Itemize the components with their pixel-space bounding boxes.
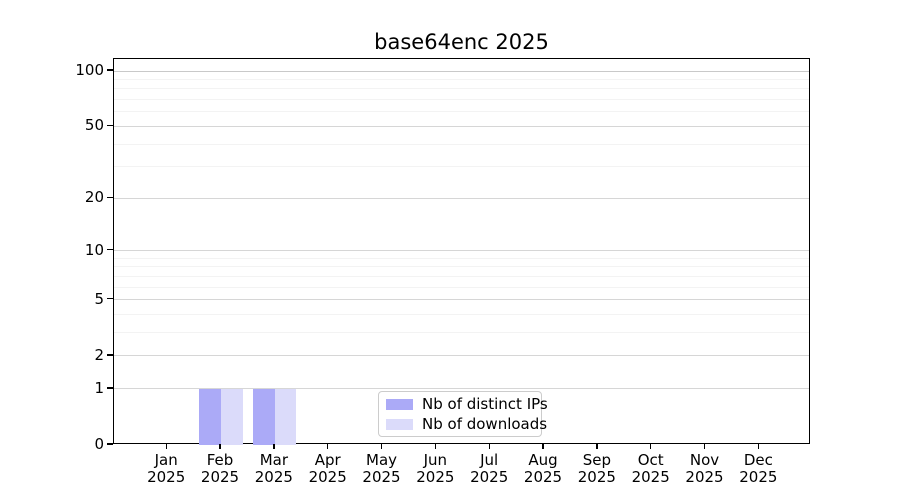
y-tick-label-2: 2: [94, 345, 104, 364]
gridline-y-7: [114, 275, 809, 277]
x-tick-mark: [542, 444, 544, 449]
gridline-y-80: [114, 88, 809, 90]
x-tick-label-jan: Jan 2025: [147, 451, 186, 486]
x-tick-label-jul: Jul 2025: [470, 451, 509, 486]
gridline-y-6: [114, 286, 809, 288]
y-tick-mark: [107, 387, 113, 389]
bar-mar-downloads: [274, 388, 297, 445]
legend-label-downloads: Nb of downloads: [422, 415, 548, 433]
x-tick-mark: [488, 444, 490, 449]
gridline-y-70: [114, 99, 809, 101]
bar-mar-distinct-ips: [253, 388, 275, 445]
legend-swatch-downloads-icon: [386, 418, 413, 430]
x-tick-label-may: May 2025: [362, 451, 401, 486]
gridline-y-9: [114, 257, 809, 259]
gridline-y-40: [114, 143, 809, 145]
y-tick-label-0: 0: [94, 435, 104, 453]
x-tick-mark: [273, 444, 275, 449]
bar-feb-distinct-ips: [199, 388, 222, 445]
y-tick-label-1: 1: [94, 378, 104, 397]
x-tick-label-apr: Apr 2025: [308, 451, 347, 486]
gridline-y-100: [114, 70, 809, 72]
legend-item-downloads: Nb of downloads: [386, 416, 547, 432]
y-tick-label-20: 20: [84, 188, 104, 207]
legend-label-distinct-ips: Nb of distinct IPs: [422, 395, 548, 413]
x-tick-label-aug: Aug 2025: [523, 451, 563, 486]
x-tick-mark: [596, 444, 598, 449]
y-tick-mark: [107, 69, 113, 71]
x-tick-mark: [327, 444, 329, 449]
gridline-y-1: [114, 388, 809, 390]
x-tick-label-nov: Nov 2025: [685, 451, 724, 486]
x-tick-mark: [219, 444, 221, 449]
legend-swatch-distinct-ips-icon: [386, 398, 413, 410]
gridline-y-20: [114, 197, 809, 199]
x-tick-label-jun: Jun 2025: [416, 451, 455, 486]
y-tick-label-50: 50: [84, 116, 104, 135]
x-tick-label-oct: Oct 2025: [631, 451, 670, 486]
x-tick-mark: [703, 444, 706, 449]
x-tick-label-feb: Feb 2025: [200, 451, 240, 486]
gridline-y-10: [114, 250, 809, 252]
chart-title: base64enc 2025: [374, 30, 549, 54]
plot-area: [113, 58, 810, 445]
gridline-y-5: [114, 299, 809, 301]
x-tick-mark: [165, 444, 167, 449]
x-tick-label-mar: Mar 2025: [254, 451, 293, 486]
gridline-y-8: [114, 266, 809, 268]
legend-item-distinct-ips: Nb of distinct IPs: [386, 396, 548, 412]
x-tick-mark: [650, 444, 652, 449]
gridline-y-90: [114, 78, 809, 80]
gridline-y-4: [114, 314, 809, 316]
gridline-y-2: [114, 355, 809, 357]
gridline-y-60: [114, 111, 809, 113]
y-tick-mark: [107, 354, 113, 356]
y-tick-mark: [107, 124, 113, 127]
x-tick-label-dec: Dec 2025: [739, 451, 778, 486]
legend: Nb of distinct IPs Nb of downloads: [378, 391, 548, 437]
bar-feb-downloads: [221, 388, 243, 445]
y-tick-label-10: 10: [84, 240, 104, 259]
y-tick-mark: [107, 196, 113, 198]
x-tick-mark: [757, 444, 760, 449]
gridline-y-30: [114, 166, 809, 168]
y-tick-mark: [107, 249, 113, 251]
gridline-y-3: [114, 332, 809, 334]
y-tick-label-100: 100: [75, 61, 104, 79]
x-tick-label-sep: Sep 2025: [577, 451, 616, 486]
y-tick-mark: [107, 298, 113, 300]
x-tick-mark: [434, 444, 437, 449]
gridline-y-50: [114, 125, 809, 127]
y-tick-label-5: 5: [94, 289, 104, 308]
x-tick-mark: [380, 444, 383, 449]
y-tick-mark: [107, 443, 113, 445]
